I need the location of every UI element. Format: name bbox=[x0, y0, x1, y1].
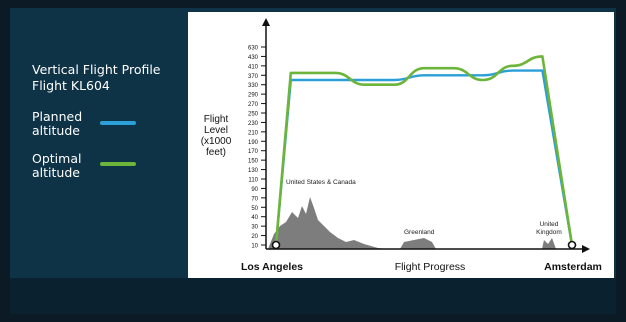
y-axis-title-line: (x1000 bbox=[201, 136, 232, 147]
terrain-label-us-canada: United States & Canada bbox=[286, 179, 356, 186]
y-tick-label: 230 bbox=[248, 121, 259, 127]
y-tick-label: 210 bbox=[248, 130, 259, 136]
y-tick-label: 110 bbox=[248, 178, 258, 184]
terrain-label-uk-line2: Kingdom bbox=[536, 229, 562, 236]
y-tick-label: 250 bbox=[248, 112, 259, 118]
optimal-legend-label-2: altitude bbox=[32, 165, 80, 180]
x-start-label: Los Angeles bbox=[241, 261, 303, 273]
y-tick-label: 20 bbox=[251, 234, 258, 240]
y-tick-label: 30 bbox=[251, 225, 258, 231]
optimal-legend-label-1: Optimal bbox=[32, 151, 82, 166]
planned-legend-swatch bbox=[100, 121, 136, 125]
y-tick-label: 330 bbox=[248, 83, 259, 89]
optimal-legend-swatch bbox=[100, 162, 136, 166]
optimal-altitude-line bbox=[274, 55, 574, 246]
y-axis-title-line: Flight bbox=[204, 114, 229, 125]
planned-legend-label-1: Planned bbox=[32, 109, 83, 124]
chart-subtitle: Flight KL604 bbox=[32, 78, 110, 93]
x-axis-title: Flight Progress bbox=[395, 261, 466, 273]
terrain-silhouette bbox=[268, 197, 572, 249]
x-end-label: Amsterdam bbox=[544, 261, 602, 273]
y-tick-label: 130 bbox=[248, 168, 259, 174]
y-tick-label: 290 bbox=[248, 93, 259, 99]
flight-profile-chart: 10 20 30 40 50 70 90 110 130 150 170 190 210 230 250 27… bbox=[201, 18, 602, 274]
bottom-band bbox=[10, 278, 616, 314]
arrival-marker bbox=[567, 240, 577, 250]
x-axis-arrow bbox=[582, 245, 590, 253]
y-tick-label: 630 bbox=[248, 46, 259, 52]
y-axis-arrow bbox=[262, 18, 270, 26]
y-axis-title-line: Level bbox=[204, 125, 228, 136]
y-tick-label: 410 bbox=[248, 64, 259, 70]
y-tick-label: 150 bbox=[248, 159, 259, 165]
y-tick-label: 50 bbox=[251, 206, 258, 212]
terrain-label-greenland: Greenland bbox=[404, 229, 435, 236]
y-tick-label: 90 bbox=[251, 187, 258, 193]
y-tick-label: 270 bbox=[248, 102, 259, 108]
y-tick-label: 10 bbox=[251, 244, 258, 250]
label-layer: 10 20 30 40 50 70 90 110 130 150 170 190 210 230 250 27… bbox=[201, 46, 602, 274]
axis-layer bbox=[261, 18, 590, 253]
terrain-label-uk-line1: United bbox=[540, 221, 559, 228]
y-tick-label: 190 bbox=[248, 140, 259, 146]
departure-marker bbox=[271, 240, 281, 250]
planned-legend-label-2: altitude bbox=[32, 123, 80, 138]
y-axis-title-line: feet) bbox=[206, 147, 226, 158]
y-tick-label: 170 bbox=[248, 149, 259, 155]
terrain-layer bbox=[268, 197, 572, 249]
y-tick-label: 370 bbox=[248, 74, 259, 80]
y-tick-label: 70 bbox=[251, 196, 258, 202]
y-tick-label: 40 bbox=[251, 215, 258, 221]
planned-altitude-line bbox=[274, 69, 574, 246]
chart-panel: 10 20 30 40 50 70 90 110 130 150 170 190 210 230 250 27… bbox=[188, 12, 614, 278]
y-tick-label: 430 bbox=[248, 55, 259, 61]
chart-title: Vertical Flight Profile bbox=[32, 62, 161, 77]
series-layer bbox=[271, 55, 577, 250]
